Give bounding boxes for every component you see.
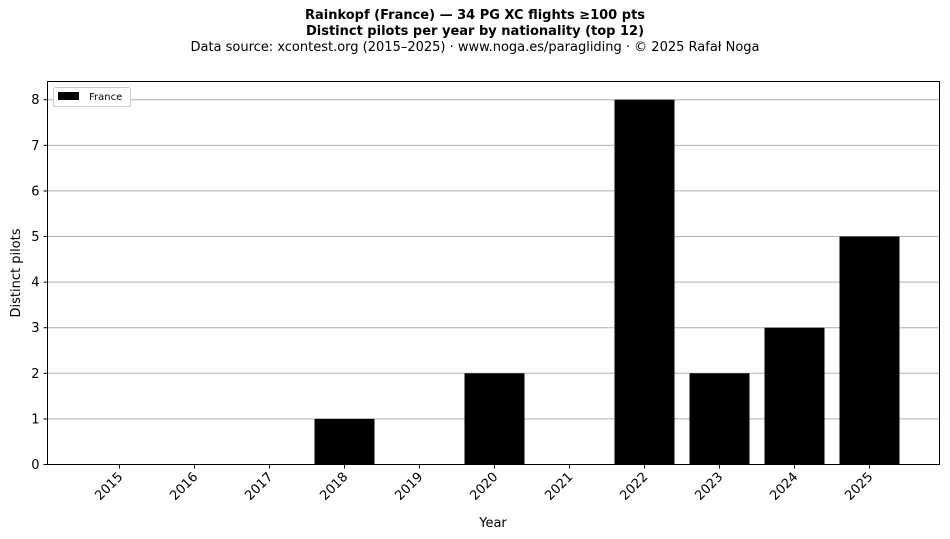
y-axis: 0 1 2 3 4 5 6 7 8 (31, 93, 48, 473)
bar-2018 (314, 418, 375, 465)
chart-title: Rainkopf (France) — 34 PG XC flights ≥10… (304, 8, 646, 23)
y-tick-label: 8 (31, 93, 39, 108)
bar-2023 (689, 373, 750, 465)
bar-2022 (614, 99, 675, 465)
x-tick-label: 2022 (617, 470, 651, 504)
y-tick-label: 6 (31, 184, 39, 199)
y-tick-label: 5 (31, 230, 39, 245)
legend-swatch (58, 92, 79, 100)
y-tick-label: 7 (31, 139, 39, 154)
chart-subtitle: Distinct pilots per year by nationality … (305, 24, 645, 39)
y-tick-label: 1 (31, 412, 39, 427)
y-tick-label: 3 (31, 321, 39, 336)
plot-frame (47, 81, 940, 465)
x-tick-label: 2019 (392, 470, 426, 504)
y-tick-label: 2 (31, 367, 39, 382)
legend: France (53, 87, 131, 107)
x-tick-label: 2020 (467, 470, 501, 504)
legend-label: France (89, 92, 122, 103)
bars (314, 99, 900, 465)
x-tick-label: 2015 (92, 470, 126, 504)
x-tick-label: 2025 (842, 470, 876, 504)
x-tick-label: 2021 (542, 470, 576, 504)
x-tick-label: 2017 (242, 470, 276, 504)
chart-source: Data source: xcontest.org (2015–2025) · … (190, 40, 760, 55)
bar-2020 (464, 373, 525, 465)
x-axis-label: Year (478, 516, 507, 531)
x-tick-label: 2016 (167, 470, 201, 504)
x-tick-label: 2023 (692, 470, 726, 504)
y-tick-label: 4 (31, 276, 39, 291)
bar-2025 (839, 236, 900, 465)
y-tick-label: 0 (31, 458, 39, 473)
x-axis: 2015 2016 2017 2018 2019 2020 2021 2022 2023 2024… (92, 464, 876, 504)
x-tick-label: 2018 (317, 470, 351, 504)
x-tick-label: 2024 (767, 470, 801, 504)
bar-2024 (764, 327, 825, 465)
y-axis-label: Distinct pilots (9, 228, 24, 317)
